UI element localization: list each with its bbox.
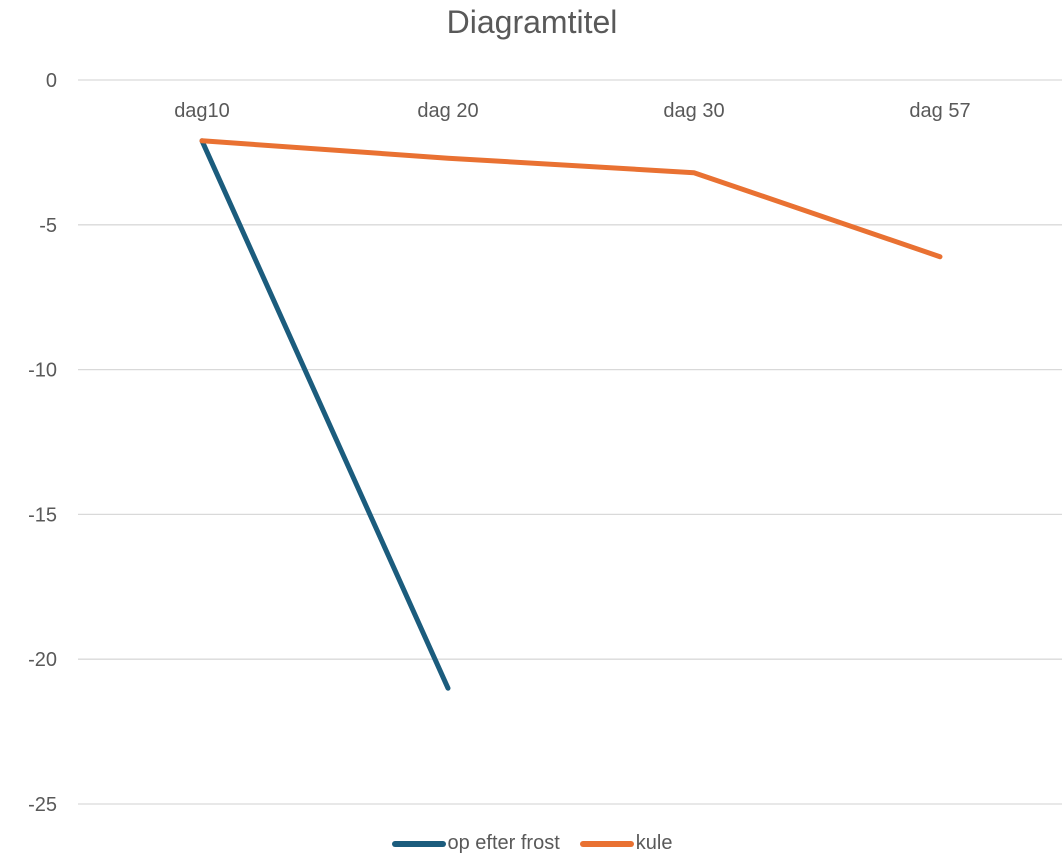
y-tick-label-1: -5 [39, 215, 57, 237]
x-tick-label-3: dag 57 [909, 100, 970, 122]
legend-swatch-series-1 [391, 840, 446, 847]
x-tick-label-1: dag 20 [417, 100, 478, 122]
legend-label-series-2: kule [635, 832, 673, 854]
y-tick-label-4: -20 [28, 649, 57, 671]
y-tick-label-0: 0 [46, 70, 57, 92]
legend: op efter frost kule [0, 832, 1064, 855]
chart-title: Diagramtitel [446, 4, 618, 40]
x-tick-label-2: dag 30 [663, 100, 724, 122]
y-tick-label-3: -15 [28, 504, 57, 526]
series-line-2 [199, 138, 943, 260]
legend-swatch-series-2 [579, 840, 634, 847]
y-tick-label-5: -25 [28, 794, 57, 816]
series-line-1 [199, 138, 451, 691]
legend-item-series-1: op efter frost [391, 832, 560, 855]
y-tick-label-2: -10 [28, 360, 57, 382]
x-tick-label-0: dag10 [174, 100, 230, 122]
legend-item-series-2: kule [579, 832, 673, 855]
legend-label-series-1: op efter frost [447, 832, 560, 854]
